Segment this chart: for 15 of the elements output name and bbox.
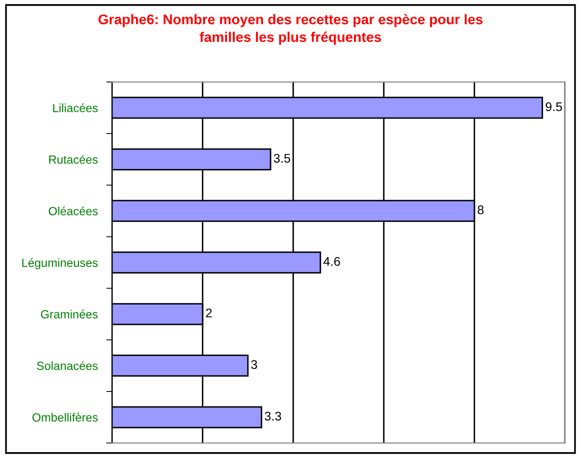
y-tick-label: Ombellifères [32, 412, 98, 422]
data-label: 3.3 [264, 412, 282, 421]
y-tick-label: Liliacées [53, 103, 98, 112]
chart-title: Graphe6: Nombre moyen des recettes par espèce pour les familles les plus fréquentes [98, 14, 483, 45]
y-tick-label: Légumineuses [22, 258, 98, 270]
y-tick-label: Rutacées [49, 154, 98, 164]
y-tick-label: Graminées [40, 310, 98, 318]
data-label: 3.5 [274, 154, 290, 163]
data-label: 8 [478, 205, 484, 214]
data-label: 3 [251, 360, 258, 369]
data-label: 9.5 [546, 102, 562, 112]
data-label: 2 [206, 308, 212, 318]
y-tick-label: Solanacées [36, 361, 98, 370]
y-tick-label: Oléacées [48, 206, 98, 216]
data-label: 4.6 [323, 257, 340, 266]
